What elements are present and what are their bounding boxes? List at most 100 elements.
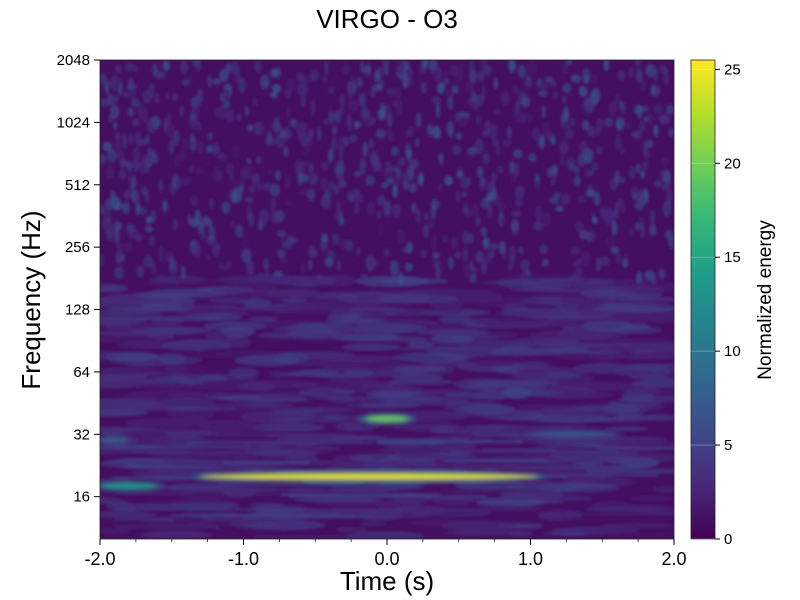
noise-blob [241, 248, 252, 263]
noise-blob [653, 68, 659, 83]
noise-blob [127, 172, 132, 184]
noise-blob [144, 225, 154, 233]
noise-blob [560, 155, 565, 167]
noise-blob [432, 96, 441, 105]
noise-blob [131, 118, 140, 127]
noise-blob [103, 79, 112, 87]
noise-blob [131, 449, 192, 455]
noise-blob [248, 316, 279, 323]
noise-blob [452, 144, 462, 156]
noise-blob [430, 334, 475, 344]
noise-blob [190, 195, 199, 207]
noise-blob [219, 68, 229, 83]
noise-blob [430, 65, 439, 72]
noise-blob [415, 208, 421, 224]
noise-blob [626, 506, 674, 515]
feature-core [530, 431, 617, 438]
noise-blob [100, 253, 104, 268]
noise-blob [452, 84, 459, 94]
noise-blob [485, 120, 491, 133]
noise-blob [437, 315, 472, 323]
noise-blob [386, 129, 393, 141]
noise-blob [553, 191, 561, 199]
noise-blob [616, 284, 665, 295]
noise-blob [378, 294, 458, 304]
noise-blob [358, 92, 366, 108]
low-freq-streak [114, 518, 174, 522]
noise-blob [100, 333, 153, 342]
noise-blob [310, 101, 315, 117]
noise-blob [329, 104, 334, 120]
feature-core [200, 473, 538, 480]
noise-blob [555, 205, 564, 212]
noise-blob [560, 193, 571, 206]
noise-blob [573, 403, 666, 411]
noise-blob [320, 161, 330, 171]
noise-blob [205, 330, 245, 342]
noise-blob [508, 245, 517, 258]
noise-blob [460, 176, 470, 190]
noise-blob [392, 100, 398, 107]
noise-blob [502, 138, 512, 148]
noise-blob [356, 246, 362, 257]
noise-blob [253, 449, 318, 459]
noise-blob [128, 132, 134, 146]
low-freq-streak [186, 441, 374, 445]
noise-blob [248, 502, 285, 509]
noise-blob [114, 140, 122, 151]
y-tick-label: 2048 [57, 52, 90, 69]
noise-blob [430, 306, 464, 314]
noise-blob [146, 118, 155, 130]
noise-blob [337, 210, 344, 226]
low-freq-streak [203, 433, 357, 437]
noise-blob [359, 157, 367, 174]
noise-blob [105, 165, 114, 180]
noise-blob [206, 218, 213, 228]
noise-blob [333, 185, 340, 195]
noise-blob [256, 155, 262, 165]
noise-blob [379, 278, 449, 285]
noise-blob [545, 75, 553, 83]
noise-blob [614, 170, 620, 184]
noise-blob [122, 202, 130, 214]
noise-blob [660, 156, 669, 168]
noise-blob [509, 160, 515, 173]
noise-blob [458, 62, 466, 70]
noise-blob [566, 156, 576, 167]
noise-blob [432, 125, 441, 140]
noise-blob [633, 104, 643, 115]
noise-blob [115, 202, 124, 210]
noise-blob [652, 485, 674, 493]
y-tick-label: 32 [73, 426, 90, 443]
noise-blob [486, 191, 496, 202]
noise-blob [286, 78, 296, 92]
colorbar: 0 5 10 15 20 25 Normalized energy [690, 59, 776, 548]
noise-blob [602, 210, 613, 226]
noise-blob [130, 189, 140, 204]
noise-blob [205, 254, 211, 262]
noise-blob [408, 519, 474, 526]
noise-blob [359, 402, 421, 409]
noise-blob [156, 70, 167, 80]
noise-blob [275, 133, 285, 149]
noise-blob [667, 236, 674, 249]
noise-blob [369, 150, 379, 167]
noise-blob [250, 398, 315, 403]
noise-blob [260, 74, 270, 90]
noise-blob [474, 138, 484, 155]
noise-blob [154, 92, 160, 105]
noise-blob [241, 233, 249, 250]
noise-blob [590, 87, 601, 104]
noise-blob [296, 73, 305, 82]
noise-blob [469, 101, 476, 109]
noise-blob [525, 112, 533, 124]
noise-blob [621, 258, 628, 269]
noise-blob [100, 285, 127, 292]
noise-blob [137, 139, 147, 147]
noise-blob [620, 102, 627, 114]
noise-blob [267, 168, 274, 176]
noise-blob [228, 367, 259, 378]
noise-blob [248, 183, 256, 195]
noise-blob [617, 70, 626, 81]
